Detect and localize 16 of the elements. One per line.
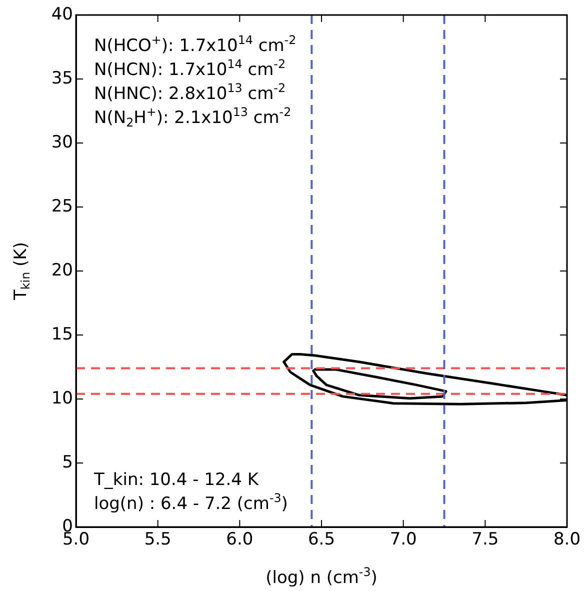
x-tick-label: 7.5 [472, 530, 499, 550]
y-tick-label: 25 [51, 196, 73, 216]
x-tick-label: 6.5 [308, 530, 336, 550]
x-tick-label: 8.0 [553, 530, 581, 550]
y-tick-label: 15 [51, 324, 73, 344]
x-tick-label: 5.5 [144, 530, 172, 550]
x-tick-label: 6.0 [226, 530, 254, 550]
y-tick-label: 10 [51, 388, 73, 408]
y-tick-label: 35 [51, 68, 73, 88]
y-tick-label: 30 [51, 132, 73, 152]
x-tick-label: 7.0 [390, 530, 417, 550]
y-tick-label: 5 [62, 452, 73, 472]
y-tick-label: 20 [51, 260, 73, 280]
y-axis-title: Tkin (K) [11, 242, 32, 301]
annotation: T_kin: 10.4 - 12.4 K [93, 470, 260, 490]
y-tick-label: 40 [51, 4, 73, 24]
